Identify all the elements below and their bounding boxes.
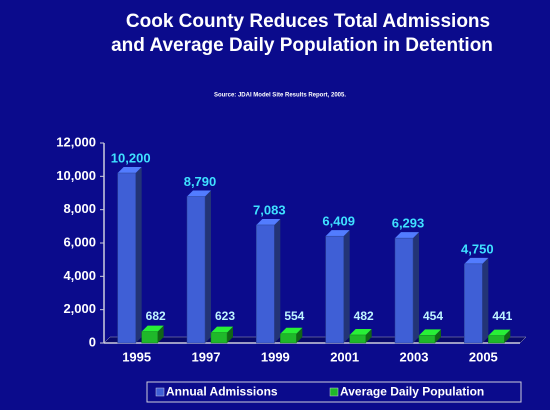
- data-label: 8,790: [184, 174, 217, 189]
- data-label: 554: [284, 309, 304, 323]
- bar-side: [504, 329, 511, 343]
- bar-top: [395, 232, 419, 239]
- floor: [103, 336, 527, 344]
- x-tick-label: 2005: [469, 349, 498, 364]
- bar-top: [464, 257, 489, 264]
- legend-label: Average Daily Population: [340, 385, 484, 399]
- bar-side: [157, 325, 164, 343]
- y-tick-label: 8,000: [63, 201, 96, 216]
- x-tick-label: 2001: [330, 349, 359, 364]
- data-label: 482: [354, 309, 374, 323]
- bar-side: [435, 329, 441, 343]
- bar-top: [187, 190, 211, 197]
- bar: [256, 224, 275, 344]
- bar-side: [205, 190, 211, 343]
- bar: [394, 237, 414, 344]
- bar-side: [296, 327, 303, 343]
- bar: [418, 335, 436, 344]
- x-tick-label: 1995: [122, 349, 151, 364]
- bar: [488, 335, 505, 344]
- data-label: 623: [215, 309, 235, 323]
- bar: [280, 333, 297, 344]
- chart-title: and Average Daily Population in Detentio…: [111, 35, 493, 56]
- y-tick-label: 4,000: [63, 268, 96, 283]
- bar: [186, 196, 206, 344]
- bar-side: [343, 230, 350, 343]
- bar-top: [325, 230, 350, 237]
- legend-label: Annual Admissions: [166, 385, 278, 399]
- bar-side: [413, 232, 419, 343]
- data-label: 6,409: [322, 214, 355, 229]
- data-label: 441: [492, 309, 512, 323]
- bar-top: [117, 167, 142, 173]
- y-tick-label: 2,000: [63, 301, 96, 316]
- bar-top: [280, 327, 303, 334]
- bar-top: [419, 329, 441, 336]
- bar-top: [141, 325, 164, 332]
- data-label: 10,200: [111, 150, 151, 165]
- bar-side: [482, 257, 489, 343]
- bar: [464, 263, 483, 344]
- x-tick-label: 2003: [400, 349, 429, 364]
- legend-swatch: [155, 387, 165, 397]
- data-label: 7,083: [253, 202, 286, 217]
- data-label: 454: [423, 309, 443, 323]
- y-tick-label: 0: [89, 334, 96, 349]
- bar-side: [135, 167, 142, 343]
- bar-top: [349, 328, 372, 335]
- legend-swatch: [329, 387, 339, 397]
- y-tick-label: 6,000: [63, 234, 96, 249]
- data-label: 6,293: [392, 216, 425, 231]
- chart-title: Cook County Reduces Total Admissions: [126, 11, 490, 32]
- bar-top: [256, 218, 281, 225]
- bar-side: [365, 328, 372, 343]
- bar-side: [274, 218, 281, 343]
- bar: [210, 332, 228, 344]
- data-label: 4,750: [461, 241, 494, 256]
- bar: [349, 334, 366, 344]
- data-label: 682: [146, 309, 166, 323]
- bar: [141, 331, 158, 344]
- bar: [117, 172, 136, 344]
- x-tick-label: 1997: [192, 349, 221, 364]
- bar: [325, 235, 344, 344]
- bar-top: [211, 326, 233, 333]
- bar-top: [488, 329, 511, 336]
- bar-side: [227, 326, 233, 343]
- y-tick-label: 12,000: [56, 134, 96, 149]
- x-tick-label: 1999: [261, 349, 290, 364]
- y-tick-label: 10,000: [56, 168, 96, 183]
- chart-subtitle: Source: JDAI Model Site Results Report, …: [214, 93, 346, 99]
